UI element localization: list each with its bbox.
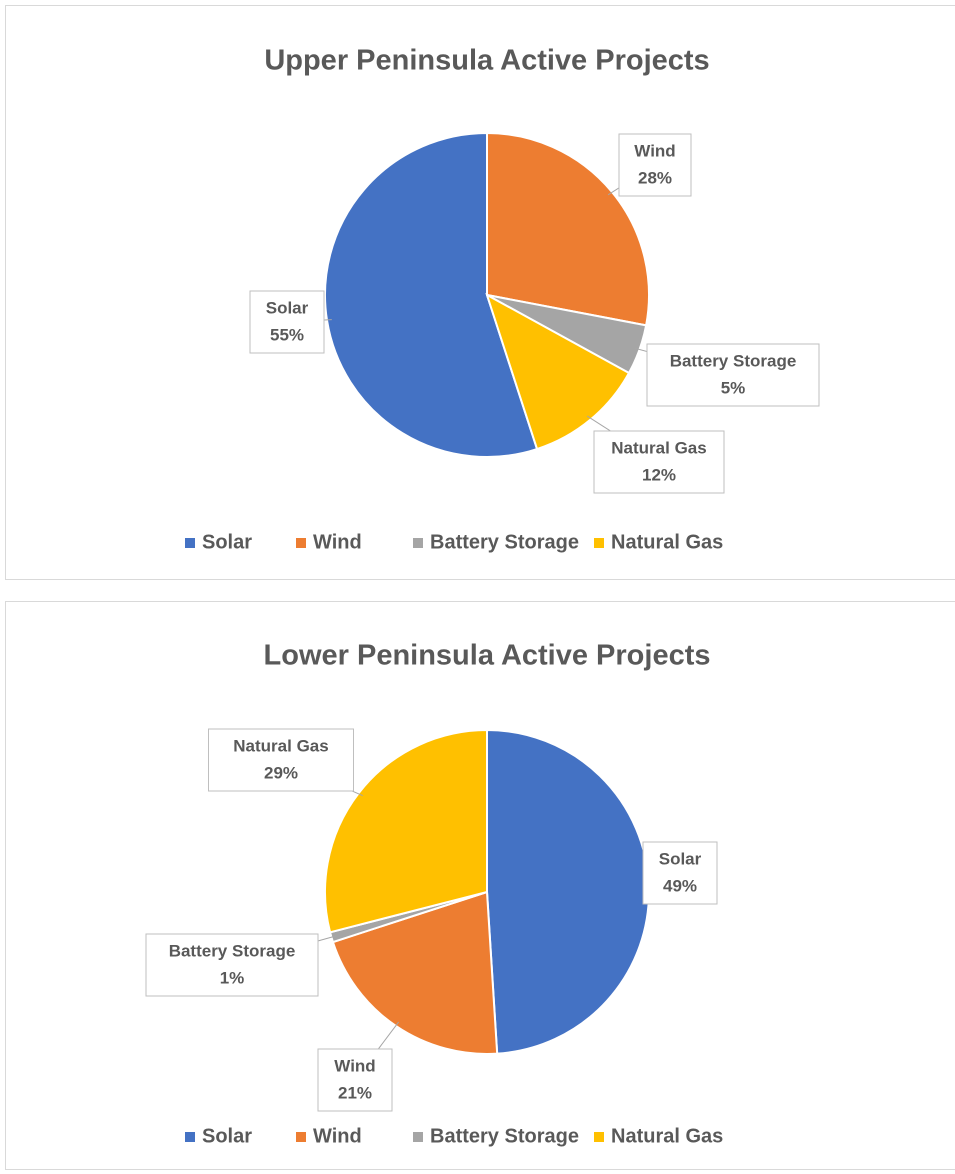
data-label-value: 1% <box>220 968 245 987</box>
legend-label: Solar <box>202 531 252 553</box>
legend-swatch <box>594 1132 604 1142</box>
data-label-value: 29% <box>264 763 298 782</box>
data-label-value: 12% <box>642 465 676 484</box>
data-label-box <box>593 430 725 494</box>
data-label-box <box>618 133 692 197</box>
legend-label: Natural Gas <box>611 531 723 553</box>
chart-title: Upper Peninsula Active Projects <box>264 45 709 77</box>
data-label-value: 21% <box>338 1083 372 1102</box>
data-label-name: Battery Storage <box>670 351 797 370</box>
chart-title: Lower Peninsula Active Projects <box>264 640 711 672</box>
data-label-box <box>646 343 820 407</box>
pie-slice <box>485 292 631 451</box>
legend-swatch <box>413 538 423 548</box>
data-label-box <box>642 841 718 905</box>
legend-label: Wind <box>313 531 362 553</box>
data-label-box <box>208 728 354 792</box>
legend-swatch <box>185 1132 195 1142</box>
data-label-box <box>317 1048 393 1112</box>
legend-swatch <box>185 538 195 548</box>
data-label-value: 55% <box>270 325 304 344</box>
data-label-name: Battery Storage <box>169 941 296 960</box>
pie-slice <box>324 728 488 934</box>
data-label-name: Natural Gas <box>233 736 328 755</box>
data-label-box <box>145 933 319 997</box>
legend-label: Battery Storage <box>430 531 579 553</box>
legend-label: Wind <box>313 1125 362 1147</box>
legend-label: Battery Storage <box>430 1125 579 1147</box>
legend-swatch <box>296 538 306 548</box>
data-label-value: 49% <box>663 876 697 895</box>
legend-label: Solar <box>202 1125 252 1147</box>
data-label-name: Wind <box>634 141 675 160</box>
data-label-box <box>249 290 325 354</box>
data-label-name: Solar <box>266 298 309 317</box>
legend-swatch <box>296 1132 306 1142</box>
pie-slice <box>486 131 650 327</box>
legend-swatch <box>413 1132 423 1142</box>
legend-label: Natural Gas <box>611 1125 723 1147</box>
data-label-name: Natural Gas <box>611 438 706 457</box>
data-label-name: Solar <box>659 849 702 868</box>
data-label-name: Wind <box>334 1056 375 1075</box>
data-label-value: 28% <box>638 168 672 187</box>
data-label-value: 5% <box>721 378 746 397</box>
legend-swatch <box>594 538 604 548</box>
